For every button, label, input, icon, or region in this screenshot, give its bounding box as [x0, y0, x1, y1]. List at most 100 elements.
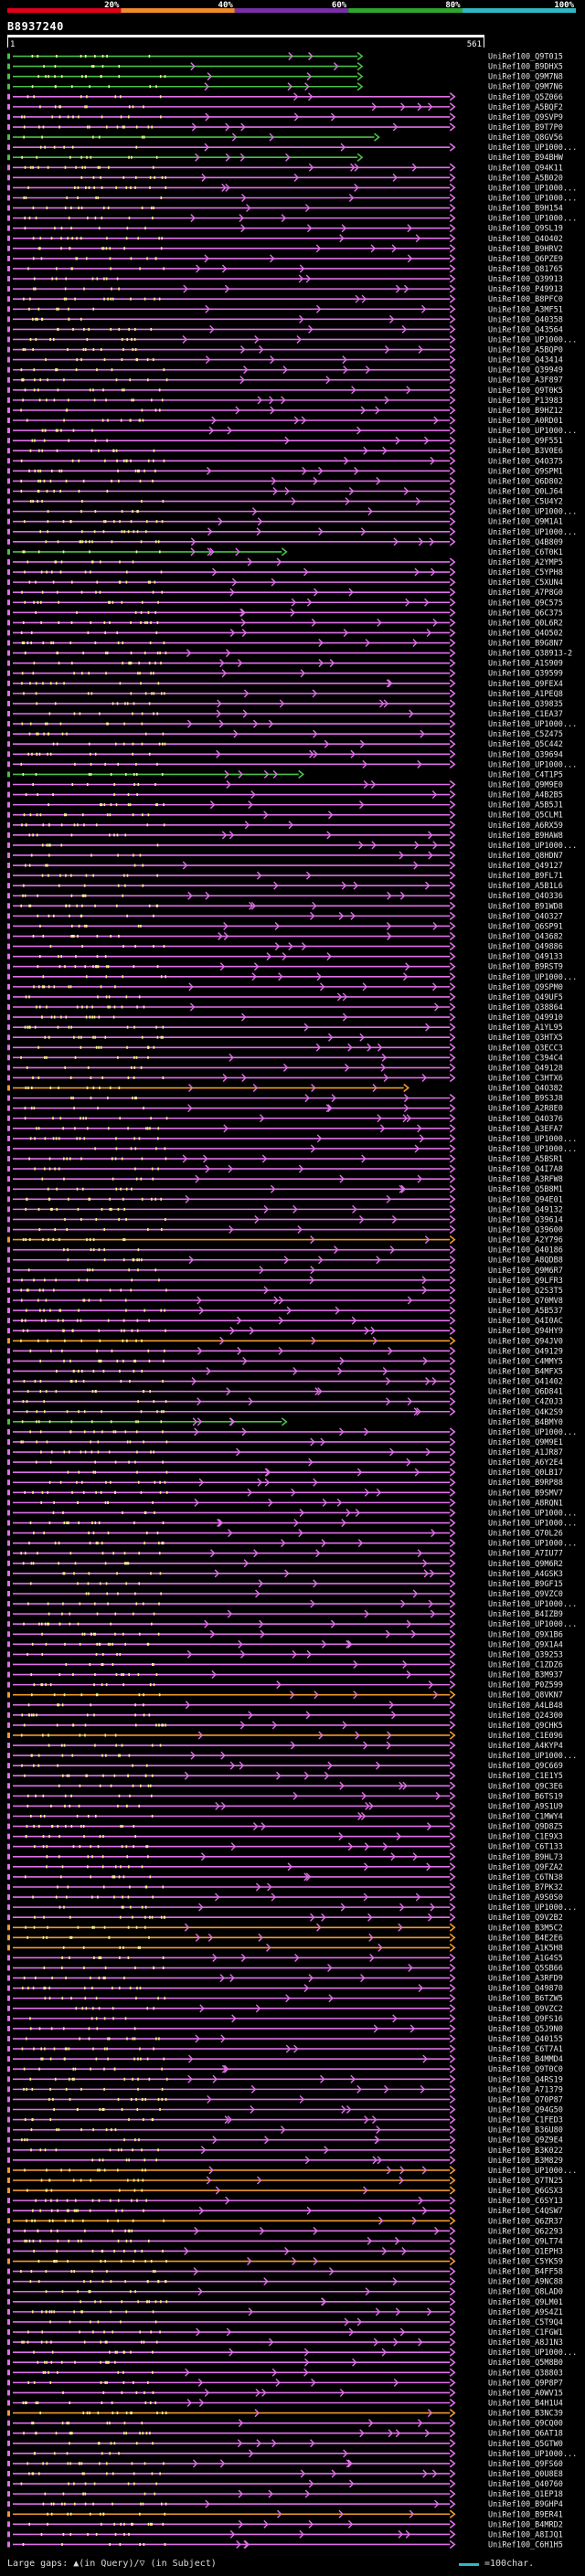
mismatch-dot	[160, 115, 162, 119]
hit-row: UniRef100_Q41402	[7, 1376, 563, 1387]
hit-row: UniRef100_Q1EPH3	[7, 2246, 563, 2256]
gap-chevron	[247, 557, 253, 567]
ruler-end-label: 561	[467, 40, 482, 49]
hit-label: UniRef100_UP1000...	[488, 2167, 577, 2176]
mismatch-dot	[22, 378, 24, 382]
mismatch-dot	[34, 1167, 36, 1171]
hit-label: UniRef100_UP1000...	[488, 528, 577, 537]
gap-chevron	[355, 294, 360, 303]
hit-start-marker	[7, 1408, 10, 1415]
mismatch-dot	[37, 985, 40, 989]
mismatch-dot	[153, 914, 154, 917]
mismatch-dot	[40, 1622, 43, 1626]
mismatch-dot	[69, 2401, 71, 2405]
hit-row: UniRef100_UP1000...	[7, 2166, 577, 2176]
hit-row: UniRef100_B91WD8	[7, 901, 563, 911]
gap-chevron	[390, 1852, 396, 1861]
mismatch-dot	[33, 2047, 35, 2051]
gap-chevron	[399, 1184, 405, 1193]
hit-end-marker	[449, 112, 456, 122]
mismatch-dot	[110, 1480, 112, 1484]
mismatch-dot	[134, 1592, 136, 1595]
hit-end-marker	[449, 2519, 456, 2528]
hit-label: UniRef100_A5B537	[488, 1307, 563, 1316]
mismatch-dot	[131, 398, 133, 402]
gap-chevron	[268, 2337, 274, 2347]
mismatch-dot	[40, 2340, 43, 2344]
gap-chevron	[239, 1721, 246, 1730]
gap-chevron	[377, 1114, 382, 1123]
mismatch-dot	[64, 287, 67, 291]
hit-row: UniRef100_C5Z475	[7, 729, 563, 739]
mismatch-dot	[155, 803, 157, 807]
hit-label: UniRef100_Q9FS16	[488, 2015, 563, 2024]
mismatch-dot	[165, 1400, 167, 1404]
mismatch-dot	[30, 2148, 32, 2152]
mismatch-dot	[165, 2502, 167, 2506]
mismatch-dot	[103, 277, 105, 281]
gap-chevron	[288, 942, 293, 951]
mismatch-dot	[34, 1380, 37, 1383]
mismatch-dot	[121, 358, 123, 362]
hit-label: UniRef100_Q5B8M1	[488, 1185, 563, 1194]
hit-end-marker	[449, 2509, 456, 2518]
mismatch-dot	[107, 2360, 109, 2364]
hit-label: UniRef100_Q6AT18	[488, 2430, 563, 2439]
hit-row: UniRef100_Q9SPM1	[7, 466, 563, 476]
mismatch-dot	[155, 85, 157, 89]
mismatch-dot	[112, 1177, 114, 1181]
gap-chevron	[284, 486, 290, 495]
hit-row: UniRef100_B9S3J8	[7, 1093, 563, 1104]
mismatch-dot	[146, 2057, 149, 2061]
gap-chevron	[407, 224, 412, 233]
mismatch-dot	[63, 419, 65, 422]
mismatch-dot	[156, 2412, 158, 2415]
hit-label: UniRef100_Q38803	[488, 2369, 563, 2378]
gap-chevron	[250, 2105, 255, 2115]
hit-row: UniRef100_C1FED3	[7, 2115, 563, 2125]
gap-chevron	[308, 2479, 314, 2488]
gap-chevron	[405, 962, 410, 971]
gap-chevron	[293, 173, 300, 182]
mismatch-dot	[107, 2037, 109, 2041]
mismatch-dot	[162, 1966, 165, 1970]
mismatch-dot	[27, 1288, 29, 1292]
mismatch-dot	[165, 1329, 166, 1332]
mismatch-dot	[101, 247, 103, 250]
hit-start-marker	[7, 1449, 10, 1456]
mismatch-dot	[55, 560, 58, 564]
mismatch-dot	[98, 227, 101, 230]
mismatch-dot	[136, 358, 138, 362]
mismatch-dot	[74, 297, 76, 301]
hit-label: UniRef100_A7P8G0	[488, 588, 563, 598]
gap-chevron	[239, 214, 244, 223]
mismatch-dot	[66, 1228, 69, 1232]
mismatch-dot	[93, 2482, 96, 2486]
hit-row: UniRef100_Q9LFR3	[7, 1276, 563, 1286]
mismatch-dot	[157, 2148, 159, 2152]
hit-end-marker	[449, 2024, 456, 2033]
mismatch-dot	[74, 762, 76, 766]
mismatch-dot	[39, 469, 42, 472]
hit-row: UniRef100_Q9F551	[7, 436, 563, 446]
mismatch-dot	[41, 1177, 44, 1181]
mismatch-dot	[78, 489, 80, 493]
hit-start-marker	[7, 2208, 10, 2214]
mismatch-dot	[69, 2512, 72, 2516]
hit-end-marker	[449, 1184, 456, 1193]
hit-row: UniRef100_A5BSR1	[7, 1154, 563, 1164]
mismatch-dot	[126, 2037, 128, 2041]
mismatch-dot	[145, 1764, 148, 1767]
mismatch-dot	[111, 479, 112, 482]
mismatch-dot	[160, 196, 163, 199]
gap-chevron	[216, 709, 222, 718]
gap-chevron	[406, 386, 411, 395]
mismatch-dot	[121, 1005, 123, 1009]
gap-chevron	[237, 659, 243, 668]
gap-chevron	[360, 406, 367, 415]
mismatch-dot	[113, 2249, 115, 2253]
hit-label: UniRef100_Q9X1B6	[488, 1630, 563, 1639]
gap-chevron	[268, 2489, 273, 2498]
mismatch-dot	[120, 1288, 122, 1292]
hit-start-marker	[7, 579, 10, 586]
